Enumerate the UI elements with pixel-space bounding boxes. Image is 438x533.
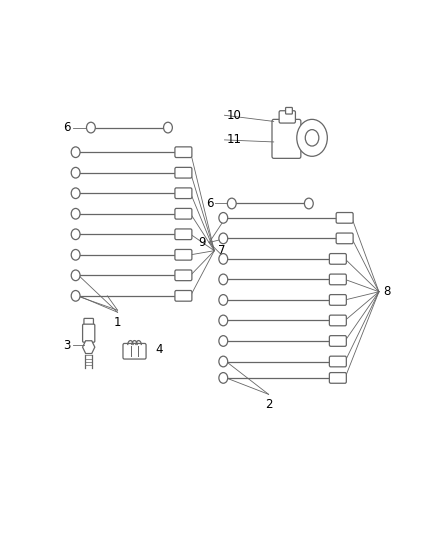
Text: 4: 4 [155,343,162,356]
FancyBboxPatch shape [175,188,192,199]
FancyBboxPatch shape [329,336,346,346]
FancyBboxPatch shape [84,318,93,327]
Circle shape [86,122,95,133]
Text: 9: 9 [198,236,206,249]
FancyBboxPatch shape [329,356,346,367]
FancyBboxPatch shape [83,324,95,342]
Text: 1: 1 [114,317,121,329]
FancyBboxPatch shape [272,119,301,158]
Circle shape [219,356,228,367]
Polygon shape [83,341,95,353]
Circle shape [219,315,228,326]
Circle shape [71,270,80,281]
Circle shape [305,130,319,146]
FancyBboxPatch shape [123,343,146,359]
Circle shape [71,147,80,158]
Circle shape [71,208,80,219]
Circle shape [219,295,228,305]
FancyBboxPatch shape [336,213,353,223]
Circle shape [219,336,228,346]
Circle shape [219,274,228,285]
Text: 8: 8 [383,285,390,298]
FancyBboxPatch shape [175,167,192,178]
FancyBboxPatch shape [175,270,192,281]
FancyBboxPatch shape [329,254,346,264]
Text: 2: 2 [265,399,272,411]
Circle shape [71,167,80,178]
FancyBboxPatch shape [336,233,353,244]
Circle shape [71,249,80,260]
Circle shape [219,254,228,264]
Circle shape [219,213,228,223]
FancyBboxPatch shape [286,108,293,114]
FancyBboxPatch shape [175,290,192,301]
FancyBboxPatch shape [329,274,346,285]
Text: 7: 7 [219,244,226,257]
Circle shape [71,290,80,301]
FancyBboxPatch shape [175,208,192,219]
FancyBboxPatch shape [175,147,192,158]
Text: 10: 10 [226,109,241,122]
Circle shape [219,233,228,244]
Circle shape [163,122,173,133]
Text: 3: 3 [64,338,71,352]
Circle shape [227,198,236,209]
FancyBboxPatch shape [175,249,192,260]
Text: 6: 6 [64,121,71,134]
FancyBboxPatch shape [279,111,295,123]
FancyBboxPatch shape [329,295,346,305]
Circle shape [219,373,228,383]
FancyBboxPatch shape [175,229,192,240]
Text: 6: 6 [206,197,214,210]
Circle shape [71,229,80,240]
FancyBboxPatch shape [329,315,346,326]
FancyBboxPatch shape [329,373,346,383]
Circle shape [297,119,327,156]
Text: 11: 11 [226,133,241,147]
Circle shape [304,198,313,209]
Circle shape [71,188,80,199]
